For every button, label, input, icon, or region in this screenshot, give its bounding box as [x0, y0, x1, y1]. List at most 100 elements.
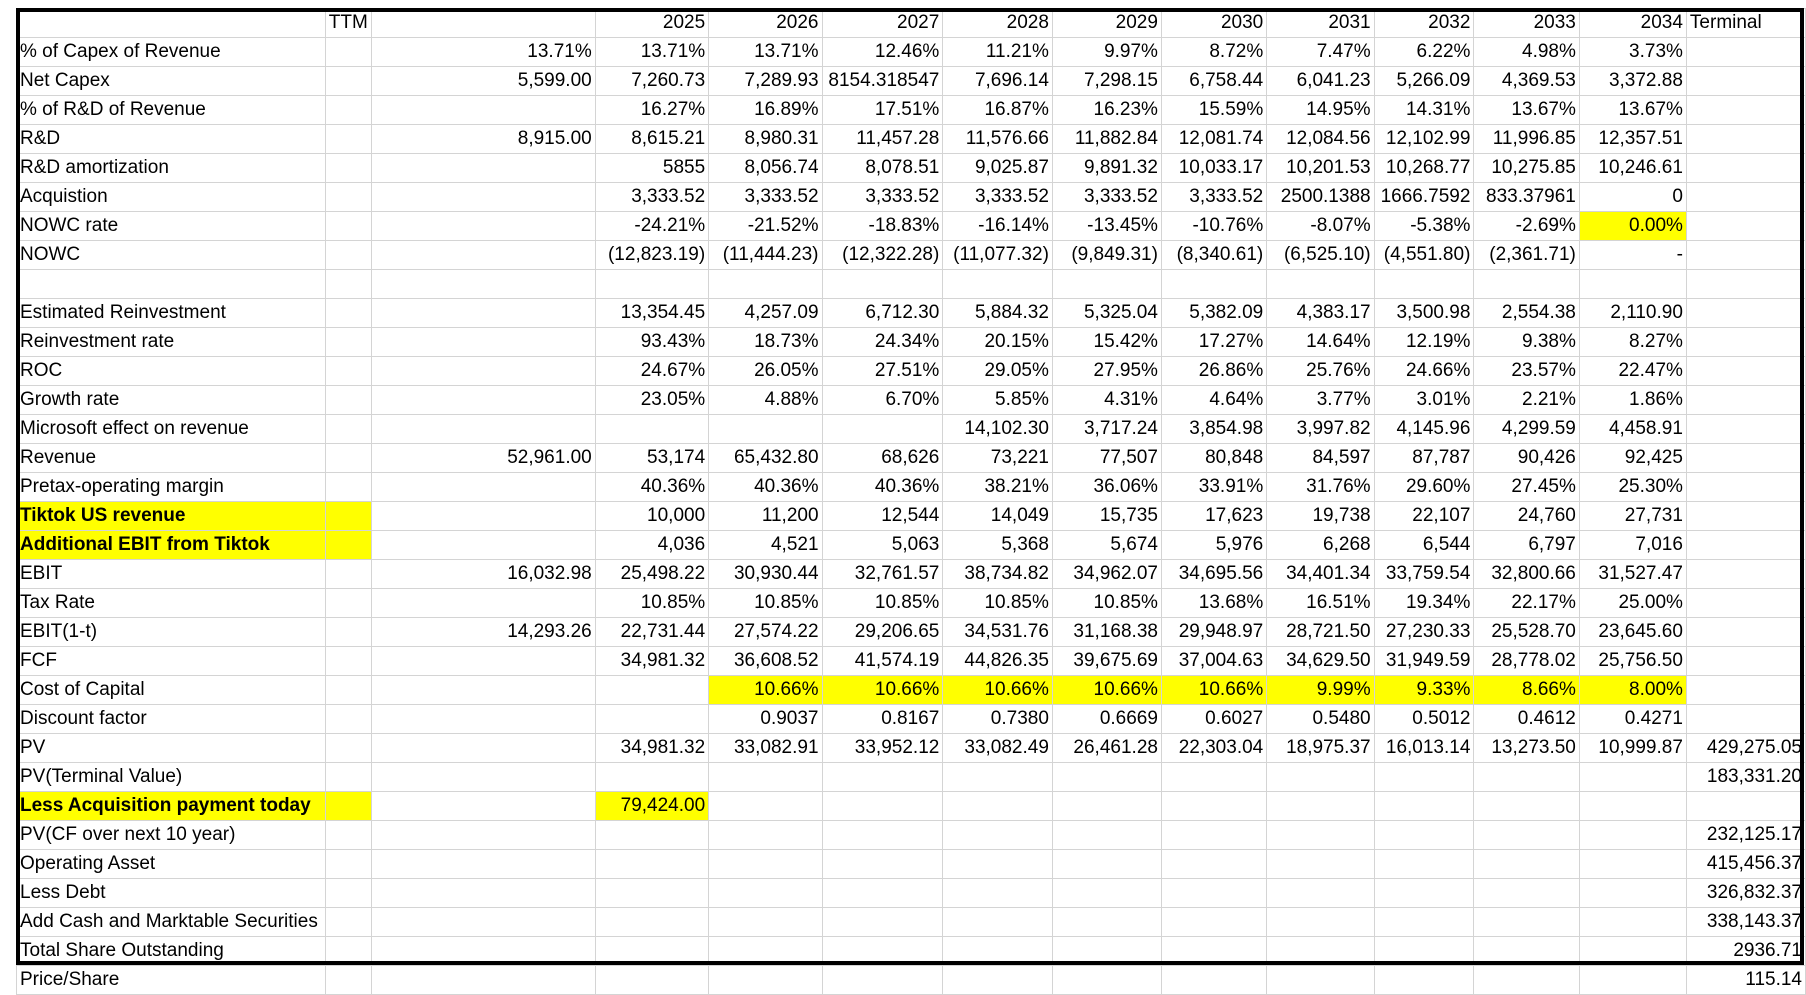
table-cell[interactable]: 17.51% — [821, 95, 944, 125]
table-cell[interactable] — [324, 907, 372, 937]
table-cell[interactable] — [1266, 820, 1375, 850]
table-cell[interactable]: 8.00% — [1578, 675, 1687, 705]
header-cell[interactable]: 2029 — [1051, 8, 1162, 38]
table-cell[interactable] — [708, 965, 823, 995]
table-cell[interactable]: 44,826.35 — [942, 646, 1053, 676]
table-cell[interactable]: 3.01% — [1373, 385, 1475, 415]
table-cell[interactable]: 10.85% — [708, 588, 823, 618]
table-cell[interactable]: 9,891.32 — [1051, 153, 1162, 183]
table-cell[interactable]: 5.85% — [942, 385, 1053, 415]
table-cell[interactable] — [942, 965, 1053, 995]
row-label[interactable]: FCF — [16, 646, 326, 676]
table-cell[interactable]: 3,333.52 — [1160, 182, 1268, 212]
table-cell[interactable] — [1051, 907, 1162, 937]
table-cell[interactable]: 16.87% — [942, 95, 1053, 125]
table-cell[interactable]: 37,004.63 — [1160, 646, 1268, 676]
table-cell[interactable] — [1160, 936, 1268, 966]
row-label[interactable]: PV(Terminal Value) — [16, 762, 326, 792]
table-cell[interactable] — [324, 327, 372, 357]
table-cell[interactable]: 33,952.12 — [821, 733, 944, 763]
table-cell[interactable]: 33.91% — [1160, 472, 1268, 502]
row-label[interactable]: Microsoft effect on revenue — [16, 414, 326, 444]
table-cell[interactable]: 12,081.74 — [1160, 124, 1268, 154]
table-cell[interactable]: 5,976 — [1160, 530, 1268, 560]
table-cell[interactable] — [821, 907, 944, 937]
table-cell[interactable]: 36,608.52 — [708, 646, 823, 676]
table-cell[interactable] — [1473, 269, 1580, 299]
table-cell[interactable] — [370, 298, 596, 328]
table-cell[interactable] — [1473, 762, 1580, 792]
table-cell[interactable]: 15.59% — [1160, 95, 1268, 125]
table-cell[interactable]: 73,221 — [942, 443, 1053, 473]
table-cell[interactable]: 12,102.99 — [1373, 124, 1475, 154]
table-cell[interactable] — [1373, 907, 1475, 937]
table-cell[interactable] — [594, 936, 710, 966]
table-cell[interactable] — [324, 791, 372, 821]
row-label[interactable]: Discount factor — [16, 704, 326, 734]
table-cell[interactable] — [1685, 559, 1806, 589]
table-cell[interactable] — [1266, 936, 1375, 966]
table-cell[interactable] — [324, 820, 372, 850]
table-cell[interactable]: -24.21% — [594, 211, 710, 241]
table-cell[interactable]: 6,712.30 — [821, 298, 944, 328]
row-label[interactable]: % of R&D of Revenue — [16, 95, 326, 125]
table-cell[interactable] — [1578, 791, 1687, 821]
table-cell[interactable]: 8,078.51 — [821, 153, 944, 183]
table-cell[interactable]: 23.05% — [594, 385, 710, 415]
table-cell[interactable]: 26.86% — [1160, 356, 1268, 386]
table-cell[interactable]: 40.36% — [708, 472, 823, 502]
table-cell[interactable]: -2.69% — [1473, 211, 1580, 241]
table-cell[interactable]: 92,425 — [1578, 443, 1687, 473]
header-cell[interactable]: Terminal — [1685, 8, 1806, 38]
table-cell[interactable]: 10,000 — [594, 501, 710, 531]
row-label[interactable]: Price/Share — [16, 965, 326, 995]
table-cell[interactable]: 16.23% — [1051, 95, 1162, 125]
row-label[interactable]: PV(CF over next 10 year) — [16, 820, 326, 850]
table-cell[interactable] — [1473, 849, 1580, 879]
table-cell[interactable]: 3,717.24 — [1051, 414, 1162, 444]
table-cell[interactable]: 4,383.17 — [1266, 298, 1375, 328]
table-cell[interactable] — [324, 153, 372, 183]
table-cell[interactable] — [821, 269, 944, 299]
table-cell[interactable] — [324, 704, 372, 734]
table-cell[interactable] — [1473, 936, 1580, 966]
table-cell[interactable] — [1051, 820, 1162, 850]
table-cell[interactable] — [324, 240, 372, 270]
table-cell[interactable]: 13.68% — [1160, 588, 1268, 618]
table-cell[interactable]: 26.05% — [708, 356, 823, 386]
table-cell[interactable] — [324, 559, 372, 589]
table-cell[interactable]: 5,063 — [821, 530, 944, 560]
table-cell[interactable]: 4,521 — [708, 530, 823, 560]
table-cell[interactable] — [370, 327, 596, 357]
table-cell[interactable]: 7,289.93 — [708, 66, 823, 96]
table-cell[interactable]: 7.47% — [1266, 37, 1375, 67]
table-cell[interactable] — [324, 385, 372, 415]
table-cell[interactable]: 28,778.02 — [1473, 646, 1580, 676]
table-cell[interactable]: 32,800.66 — [1473, 559, 1580, 589]
table-cell[interactable]: -18.83% — [821, 211, 944, 241]
table-cell[interactable]: 23,645.60 — [1578, 617, 1687, 647]
header-cell[interactable]: 2034 — [1578, 8, 1687, 38]
table-cell[interactable]: 53,174 — [594, 443, 710, 473]
table-cell[interactable] — [1685, 704, 1806, 734]
table-cell[interactable]: 24,760 — [1473, 501, 1580, 531]
table-cell[interactable]: 9.38% — [1473, 327, 1580, 357]
table-cell[interactable] — [324, 530, 372, 560]
table-cell[interactable]: 14,049 — [942, 501, 1053, 531]
table-cell[interactable]: 79,424.00 — [594, 791, 710, 821]
table-cell[interactable]: 10.66% — [942, 675, 1053, 705]
table-cell[interactable] — [594, 762, 710, 792]
table-cell[interactable]: 27,230.33 — [1373, 617, 1475, 647]
table-cell[interactable]: 0.4612 — [1473, 704, 1580, 734]
table-cell[interactable] — [1685, 791, 1806, 821]
table-cell[interactable]: 22,303.04 — [1160, 733, 1268, 763]
table-cell[interactable] — [1685, 646, 1806, 676]
table-cell[interactable]: 7,696.14 — [942, 66, 1053, 96]
row-label[interactable]: Pretax-operating margin — [16, 472, 326, 502]
table-cell[interactable]: 29,948.97 — [1160, 617, 1268, 647]
table-cell[interactable]: 16.89% — [708, 95, 823, 125]
table-cell[interactable]: 34,981.32 — [594, 733, 710, 763]
table-cell[interactable]: 3.77% — [1266, 385, 1375, 415]
table-cell[interactable]: 27,731 — [1578, 501, 1687, 531]
table-cell[interactable] — [708, 849, 823, 879]
